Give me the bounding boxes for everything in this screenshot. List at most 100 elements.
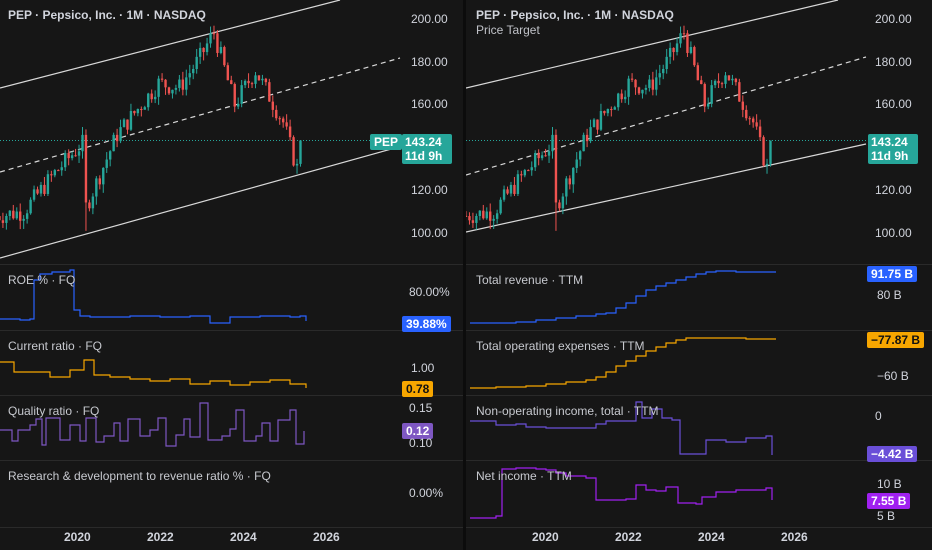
candle-body bbox=[582, 134, 585, 152]
price-axis-label: 200.00 bbox=[411, 12, 448, 26]
candle-body bbox=[243, 80, 247, 86]
candle-body bbox=[561, 196, 565, 209]
candle-body bbox=[578, 151, 582, 160]
candle-body bbox=[74, 155, 77, 157]
candle-body bbox=[12, 210, 15, 219]
candle-body bbox=[57, 170, 60, 172]
indicator-axis-label: 0.10 bbox=[409, 436, 433, 450]
candle-body bbox=[506, 189, 509, 194]
candle-body bbox=[247, 80, 250, 84]
candle-body bbox=[153, 96, 157, 100]
candle-body bbox=[475, 215, 478, 223]
candle-body bbox=[188, 73, 191, 78]
bar-countdown: 11d 9h bbox=[405, 149, 443, 163]
candle-body bbox=[585, 134, 589, 142]
price-axis-label: 160.00 bbox=[875, 97, 912, 111]
roe-line bbox=[0, 269, 307, 324]
candle-body bbox=[91, 196, 95, 209]
candle-body bbox=[734, 78, 738, 83]
candle-body bbox=[174, 87, 178, 90]
candle-body bbox=[769, 140, 772, 164]
candle-body bbox=[36, 189, 39, 194]
candle-body bbox=[295, 163, 299, 166]
candle-body bbox=[102, 167, 105, 185]
candle-body bbox=[5, 215, 8, 223]
candle-body bbox=[610, 109, 613, 111]
candle-body bbox=[720, 83, 724, 85]
candle-body bbox=[689, 47, 693, 53]
candle-body bbox=[599, 110, 603, 130]
candle-body bbox=[516, 174, 520, 194]
candle-body bbox=[513, 184, 516, 194]
non-operating-income-line bbox=[470, 401, 773, 455]
candle-body bbox=[696, 65, 700, 81]
right-chart-canvas[interactable] bbox=[466, 0, 932, 550]
left-chart-canvas[interactable] bbox=[0, 0, 463, 550]
channel-upper-line bbox=[0, 0, 341, 89]
operating-expenses-value-badge: −77.87 B bbox=[867, 332, 925, 348]
candle-body bbox=[710, 85, 713, 104]
indicator-axis-label: 1.00 bbox=[411, 361, 435, 375]
right-chart-pane[interactable]: PEP · Pepsico, Inc. · 1M · NASDAQ Price … bbox=[466, 0, 932, 550]
candle-body bbox=[15, 211, 18, 219]
pane-divider[interactable] bbox=[463, 0, 466, 550]
candle-body bbox=[682, 33, 686, 35]
candle-body bbox=[613, 107, 616, 110]
candle-body bbox=[160, 78, 164, 80]
candle-body bbox=[713, 80, 717, 86]
price-axis-label: 200.00 bbox=[875, 12, 912, 26]
candle-body bbox=[471, 220, 475, 223]
candle-body bbox=[219, 47, 223, 53]
indicator-label-quality-ratio: Quality ratio · FQ bbox=[8, 404, 100, 418]
candle-body bbox=[751, 118, 755, 123]
candle-body bbox=[8, 210, 12, 216]
right-chart-title: PEP · Pepsico, Inc. · 1M · NASDAQ bbox=[476, 8, 674, 22]
non-operating-income-value-badge: −4.42 B bbox=[867, 446, 918, 462]
candle-body bbox=[67, 153, 70, 159]
candle-body bbox=[98, 178, 101, 185]
candle-body bbox=[105, 159, 108, 168]
candle-body bbox=[171, 89, 174, 94]
candle-body bbox=[617, 93, 620, 108]
candle-body bbox=[523, 170, 527, 176]
candle-body bbox=[288, 126, 292, 138]
indicator-axis-label: 10 B bbox=[877, 477, 902, 491]
x-axis-label: 2026 bbox=[781, 530, 808, 544]
candle-body bbox=[84, 134, 88, 203]
candle-body bbox=[466, 215, 468, 217]
candle-body bbox=[568, 178, 571, 185]
candle-body bbox=[765, 163, 769, 166]
indicator-label-operating-expenses: Total operating expenses · TTM bbox=[476, 339, 645, 353]
candle-body bbox=[727, 75, 731, 81]
candle-body bbox=[271, 101, 274, 110]
current-ratio-value-badge: 0.78 bbox=[402, 381, 434, 397]
candle-body bbox=[509, 184, 513, 194]
candle-body bbox=[261, 78, 264, 81]
current-ratio-line bbox=[0, 359, 307, 388]
candle-body bbox=[575, 159, 578, 168]
candle-body bbox=[0, 216, 1, 221]
indicator-axis-label: 0 bbox=[875, 409, 882, 423]
channel-median-line bbox=[0, 57, 401, 173]
left-chart-pane[interactable]: PEP · Pepsico, Inc. · 1M · NASDAQ 200.00… bbox=[0, 0, 463, 550]
candle-body bbox=[264, 78, 268, 83]
total-revenue-line bbox=[470, 270, 776, 324]
candle-body bbox=[679, 33, 682, 44]
candle-body bbox=[192, 68, 195, 74]
candle-body bbox=[741, 101, 744, 110]
symbol-tag: PEP bbox=[370, 134, 403, 150]
candle-body bbox=[181, 79, 185, 90]
candle-body bbox=[534, 153, 537, 168]
candle-body bbox=[589, 127, 592, 142]
candle-body bbox=[1, 220, 5, 223]
candle-body bbox=[281, 118, 285, 123]
candle-body bbox=[762, 137, 765, 166]
price-axis-label: 180.00 bbox=[411, 55, 448, 69]
last-price-badge: 143.24 11d 9h bbox=[868, 134, 918, 164]
candle-body bbox=[644, 87, 648, 90]
candle-body bbox=[46, 174, 50, 194]
x-axis-label: 2026 bbox=[313, 530, 340, 544]
price-axis-label: 100.00 bbox=[875, 226, 912, 240]
candle-body bbox=[630, 78, 634, 80]
candle-body bbox=[558, 202, 561, 209]
